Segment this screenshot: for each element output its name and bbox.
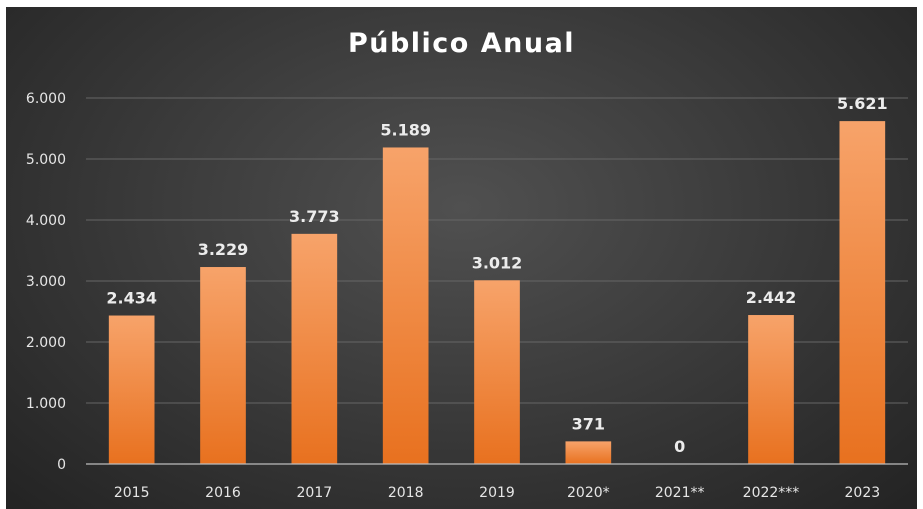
bar: [108, 315, 155, 464]
bar: [200, 267, 246, 464]
data-label: 371: [572, 414, 605, 433]
data-label: 5.621: [837, 94, 888, 113]
data-label: 3.229: [198, 240, 249, 259]
bar: [839, 121, 886, 464]
data-label: 2.434: [106, 289, 157, 308]
x-tick-label: 2022***: [743, 485, 800, 501]
bar: [382, 147, 429, 464]
y-tick-label: 5.000: [26, 152, 66, 168]
bar: [565, 441, 612, 464]
x-axis-ticks: 2015 2016 2017 2018 2019 2020* 2021** 2022*** 20…: [114, 485, 880, 501]
x-tick-label: 2015: [114, 485, 150, 501]
chart-title: Público Anual: [347, 28, 576, 59]
data-label: 3.012: [472, 253, 523, 272]
y-tick-label: 6.000: [26, 91, 66, 107]
y-tick-label: 0: [57, 457, 66, 473]
y-tick-label: 4.000: [26, 213, 66, 229]
y-axis-ticks: 0 1.000 2.000 3.000 4.000 5.000 6.000: [26, 91, 66, 473]
x-tick-label: 2017: [297, 485, 333, 501]
bar: [291, 233, 338, 464]
y-tick-label: 2.000: [26, 335, 66, 351]
bars: [108, 121, 886, 464]
data-label: 2.442: [746, 288, 797, 307]
x-tick-label: 2023: [845, 485, 881, 501]
x-tick-label: 2021**: [655, 485, 705, 501]
y-tick-label: 3.000: [26, 274, 66, 290]
x-tick-label: 2019: [479, 485, 515, 501]
data-label: 0: [674, 437, 685, 456]
data-label: 5.189: [380, 120, 431, 139]
bar: [474, 280, 520, 464]
data-labels: 2.434 3.229 3.773 5.189 3.012 371 0 2.442 5.621: [106, 94, 887, 456]
x-tick-label: 2020*: [567, 485, 610, 501]
bar: [748, 315, 794, 464]
x-tick-label: 2016: [205, 485, 241, 501]
data-label: 3.773: [289, 207, 340, 226]
x-tick-label: 2018: [388, 485, 424, 501]
y-tick-label: 1.000: [26, 396, 66, 412]
